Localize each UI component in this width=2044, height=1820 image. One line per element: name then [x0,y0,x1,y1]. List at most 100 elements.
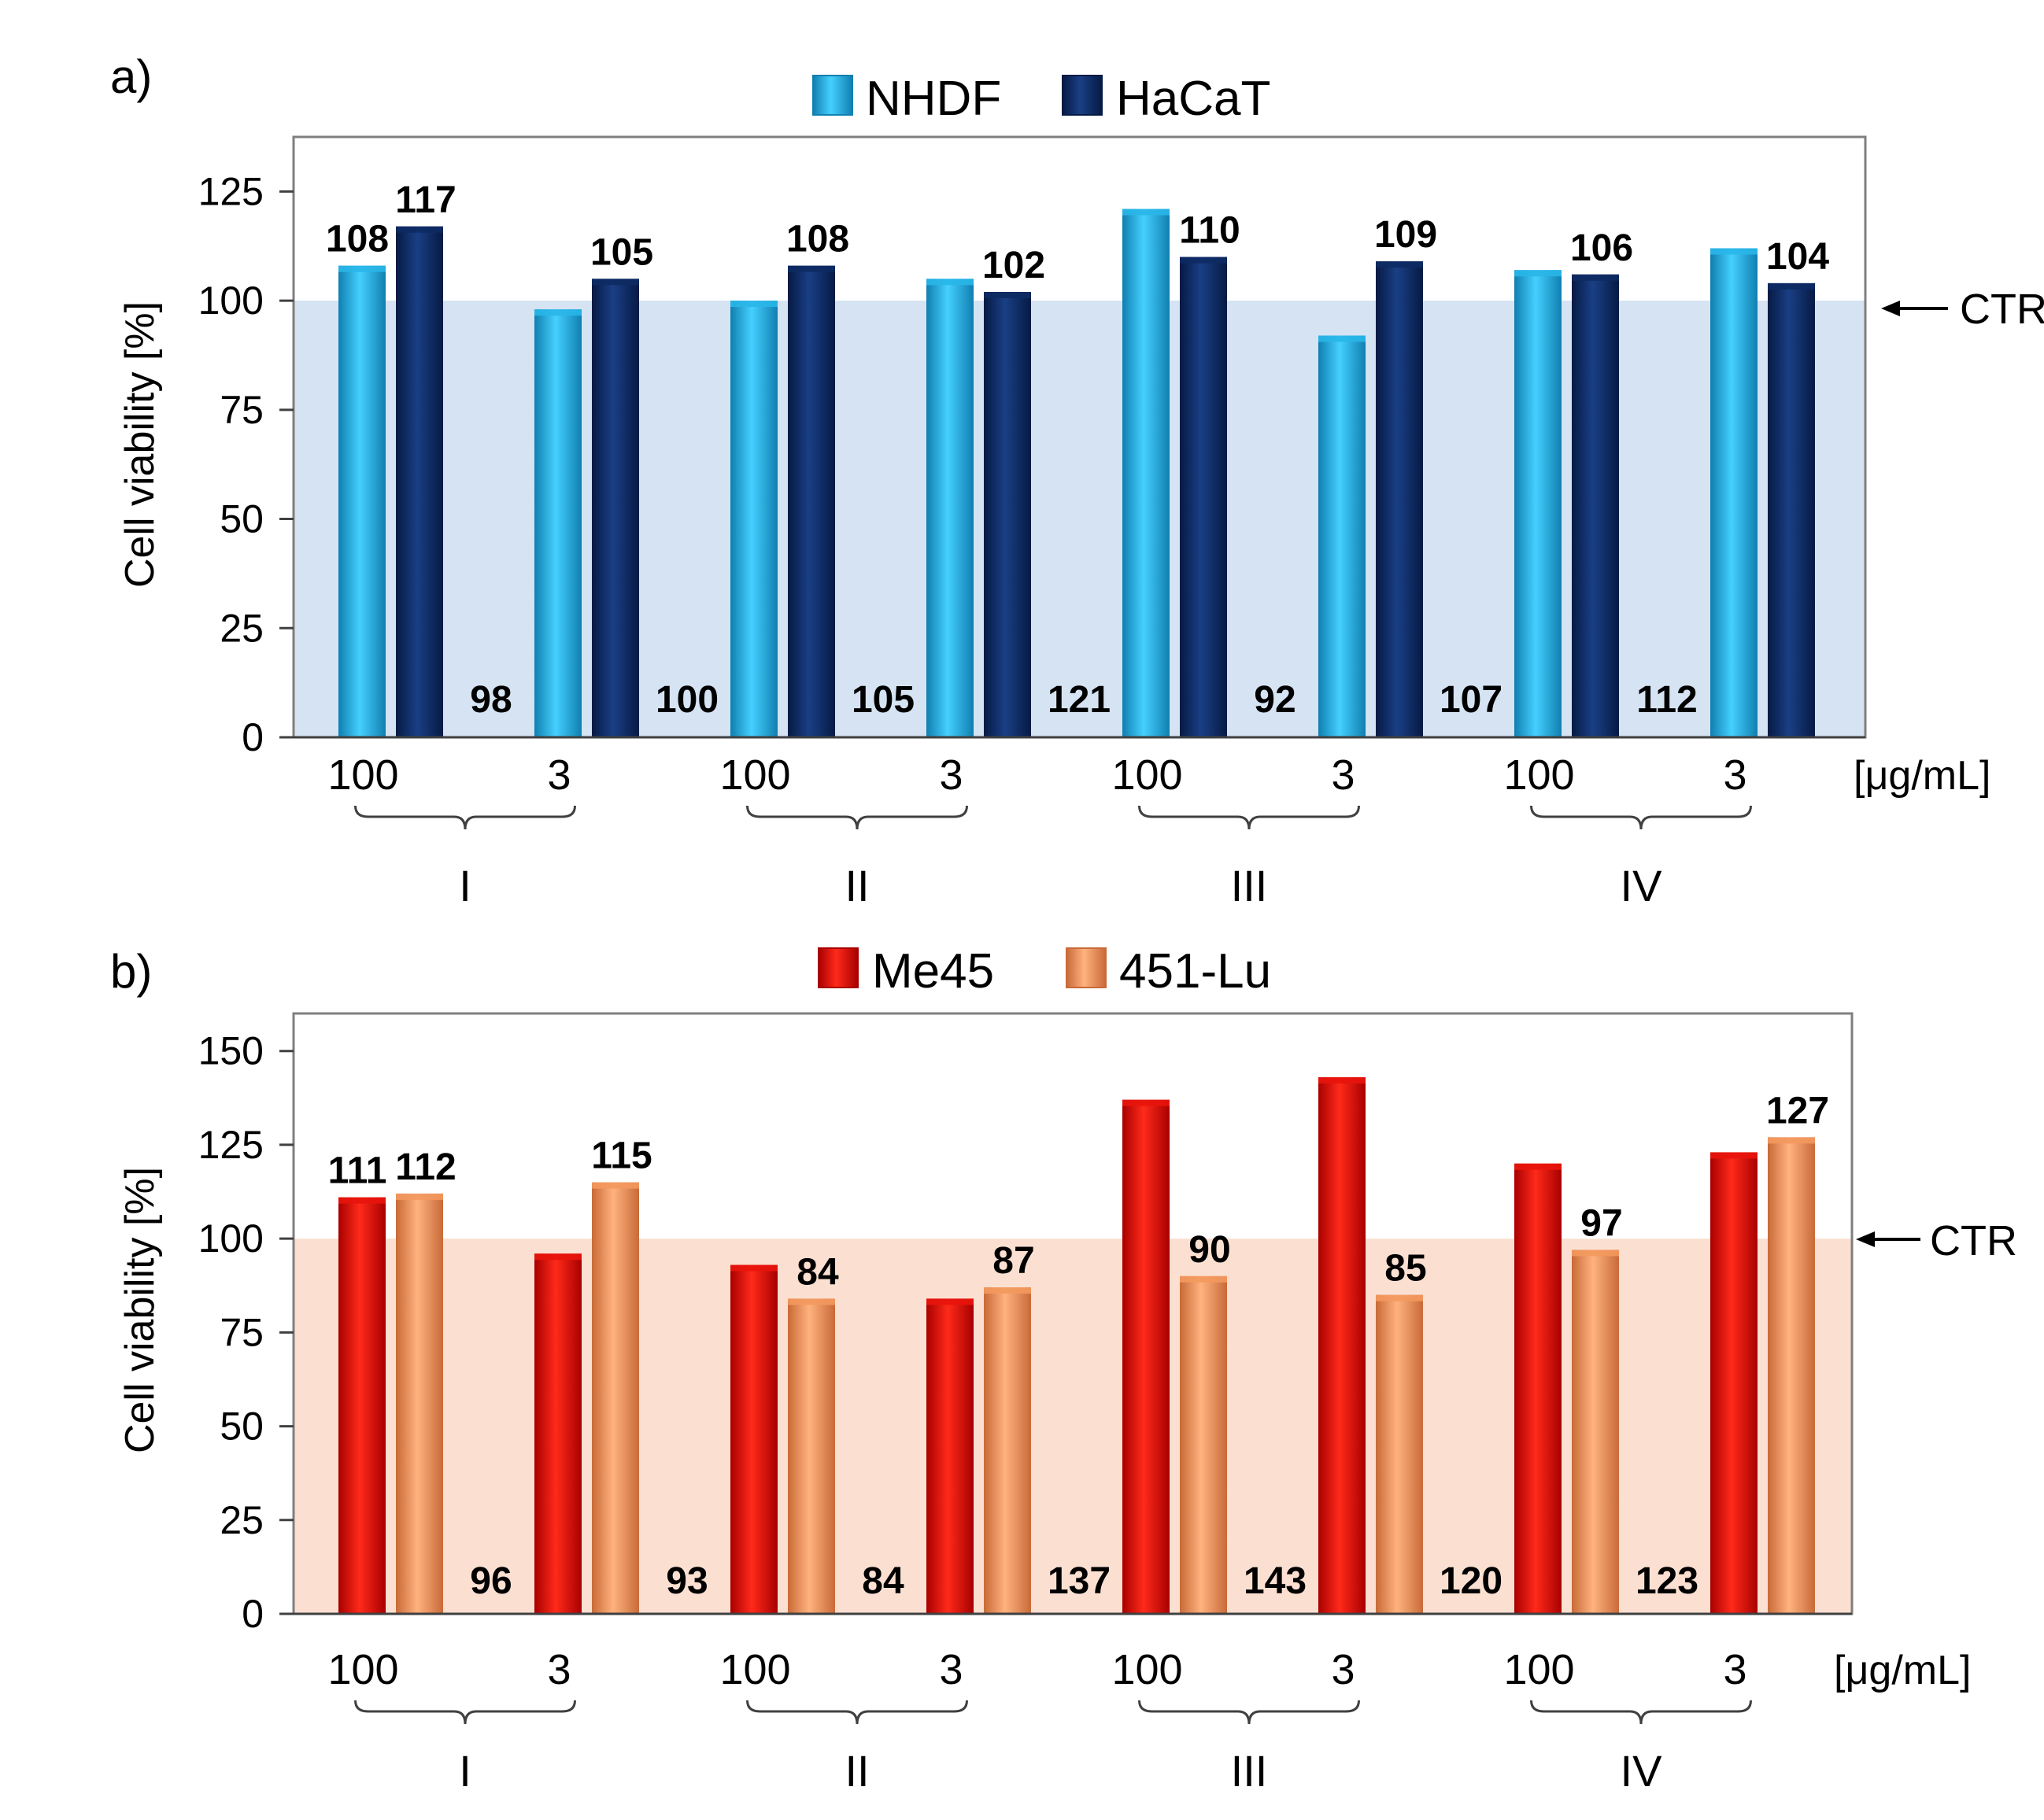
group-label-b-ii: II [845,1746,869,1796]
bar-451-lu-ii-3 [984,1287,1031,1614]
bar-nhdf-iii-3 [1318,335,1366,737]
y-tick-label-a-25: 25 [220,606,264,650]
group-label-a-iii: III [1231,861,1268,910]
bar-451-lu-iii-100 [1180,1275,1227,1614]
data-label-451-lu-iii-100: 90 [1188,1229,1230,1271]
legend-swatch-451lu [1066,947,1107,988]
data-label-nhdf-i-100: 108 [326,219,389,260]
y-tick-label-b-0: 0 [242,1592,264,1636]
y-tick-label-b-50: 50 [220,1405,264,1449]
bar-cap-451-lu-iv-100 [1572,1250,1619,1257]
bar-cap-nhdf-iii-100 [1122,209,1170,216]
concentration-label-b-ii-100: 100 [719,1646,790,1693]
data-label-451-lu-iii-3: 85 [1384,1248,1426,1290]
bar-nhdf-i-100 [338,265,386,737]
panel-a-y-axis-label: Cell viability [%] [117,301,163,588]
bar-me45-iii-100 [1122,1099,1170,1614]
y-tick-label-b-100: 100 [198,1216,264,1261]
bar-cap-me45-ii-100 [730,1264,778,1272]
group-brace-b-ii [746,1700,968,1725]
bar-cap-me45-i-3 [534,1253,582,1261]
panel-a-legend: NHDF HaCaT [812,72,1270,126]
concentration-label-b-iii-100: 100 [1111,1646,1182,1693]
data-label-me45-iv-3: 123 [1636,1560,1698,1602]
data-label-me45-iii-100: 137 [1048,1560,1111,1602]
group-brace-a-ii [746,805,968,830]
data-label-nhdf-iv-3: 112 [1636,679,1697,721]
bar-cap-nhdf-iii-3 [1318,335,1366,342]
data-label-hacat-ii-100: 108 [786,219,849,260]
bar-cap-hacat-iii-100 [1180,257,1227,264]
y-tick-label-a-0: 0 [242,715,264,759]
data-label-hacat-ii-3: 102 [982,245,1045,286]
group-brace-b-i [354,1700,576,1725]
panel-b-x-axis: 100 3 I 100 3 II 100 3 III 100 3 IV [279,1612,1852,1796]
bar-cap-nhdf-i-3 [534,309,582,316]
y-tick-label-b-25: 25 [220,1498,264,1542]
ctr-label-b: CTR [1930,1217,2017,1264]
data-label-451-lu-iv-100: 97 [1580,1202,1622,1244]
bar-cap-451-lu-ii-3 [984,1287,1031,1294]
bar-cap-me45-iv-3 [1710,1152,1758,1159]
bar-cap-hacat-iii-3 [1376,261,1423,268]
concentration-label-a-ii-3: 3 [939,751,963,799]
data-label-451-lu-ii-100: 84 [797,1251,839,1293]
data-label-me45-ii-3: 84 [862,1560,904,1602]
ctr-label-a: CTR [1960,286,2044,333]
bar-me45-iii-3 [1318,1077,1366,1614]
bar-cap-nhdf-iv-100 [1514,270,1562,277]
concentration-label-a-i-100: 100 [327,751,398,799]
y-tick-label-a-125: 125 [198,169,264,213]
group-brace-b-iv [1530,1700,1752,1725]
bar-nhdf-i-3 [534,309,582,737]
data-label-hacat-iii-100: 110 [1179,210,1240,252]
data-label-me45-iii-3: 143 [1244,1560,1307,1602]
panel-b-data-labels: 111 112 96 115 93 84 84 87 137 90 143 85 120 97 123 127 [328,1090,1829,1602]
bar-cap-me45-iii-100 [1122,1099,1170,1106]
bar-cap-me45-iii-3 [1318,1077,1366,1084]
legend-label-hacat: HaCaT [1116,72,1270,126]
data-label-nhdf-iv-100: 107 [1440,679,1503,721]
bar-me45-iv-100 [1514,1163,1562,1614]
bar-hacat-iii-3 [1376,261,1423,738]
bar-cap-me45-i-100 [338,1197,386,1204]
concentration-label-a-iv-100: 100 [1503,751,1574,799]
group-brace-a-i [354,805,576,830]
group-label-b-iii: III [1231,1746,1268,1796]
data-label-me45-i-3: 96 [470,1560,512,1602]
group-label-a-ii: II [845,861,869,910]
legend-label-nhdf: NHDF [866,72,1001,126]
concentration-label-b-iv-3: 3 [1723,1646,1746,1693]
y-tick-label-b-150: 150 [198,1029,264,1073]
data-label-hacat-iv-3: 104 [1766,236,1829,278]
bar-me45-ii-100 [730,1264,778,1614]
ctr-arrow-head-a [1881,301,1900,316]
panel-a-bars [338,209,1815,738]
data-label-hacat-iv-100: 106 [1570,227,1633,269]
bar-451-lu-ii-100 [788,1298,835,1614]
panel-b-y-axis-label: Cell viability [%] [117,1167,163,1453]
bar-nhdf-iii-100 [1122,209,1170,737]
panel-b-unit-label: [μg/mL] [1834,1648,1971,1693]
panel-a: a) NHDF HaCaT 0 25 50 75 100 125 Cell viabili… [110,50,2044,910]
bar-cap-hacat-ii-3 [984,291,1031,298]
panel-a-y-axis: 0 25 50 75 100 125 [198,169,294,759]
panel-b-legend: Me45 451-Lu [818,944,1271,999]
group-brace-b-iii [1138,1700,1360,1725]
bar-cap-me45-iv-100 [1514,1163,1562,1170]
bar-451-lu-iv-3 [1768,1137,1815,1614]
concentration-label-a-iv-3: 3 [1723,751,1746,799]
concentration-label-b-iii-3: 3 [1331,1646,1355,1693]
legend-swatch-hacat [1062,75,1103,116]
concentration-label-b-i-100: 100 [327,1646,398,1693]
data-label-451-lu-i-3: 115 [591,1135,652,1177]
concentration-label-a-ii-100: 100 [719,751,790,799]
bar-cap-451-lu-i-100 [396,1193,443,1200]
bar-451-lu-i-100 [396,1193,443,1614]
bar-cap-451-lu-iv-3 [1768,1137,1815,1144]
panel-a-unit-label: [μg/mL] [1854,753,1990,799]
y-tick-label-b-75: 75 [220,1310,264,1354]
bar-cap-hacat-iv-100 [1572,274,1619,281]
bar-me45-i-100 [338,1197,386,1614]
